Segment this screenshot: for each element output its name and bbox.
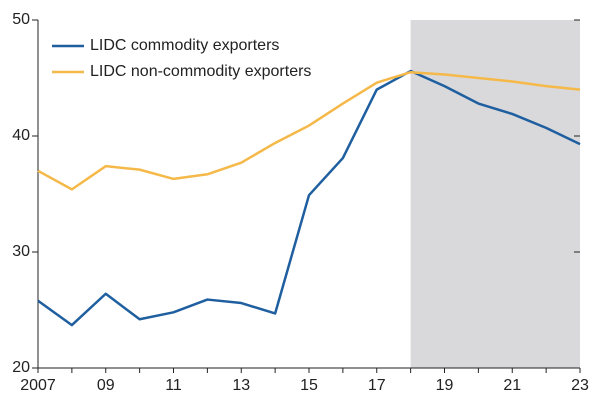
x-tick-label: 2007 bbox=[20, 377, 56, 394]
projection-shade bbox=[410, 20, 580, 368]
x-tick-label: 15 bbox=[300, 377, 318, 394]
x-tick-label: 21 bbox=[503, 377, 521, 394]
series-line bbox=[37, 70, 581, 191]
x-tick-label: 17 bbox=[368, 377, 386, 394]
x-tick-label: 19 bbox=[436, 377, 454, 394]
legend-label: LIDC non-commodity exporters bbox=[90, 63, 311, 80]
series-line bbox=[37, 69, 581, 327]
y-tick-label: 40 bbox=[12, 127, 30, 144]
x-tick-label: 23 bbox=[571, 377, 589, 394]
legend-label: LIDC commodity exporters bbox=[90, 37, 279, 54]
x-tick-label: 11 bbox=[165, 377, 182, 394]
y-tick-label: 50 bbox=[12, 11, 30, 28]
x-tick-label: 13 bbox=[232, 377, 250, 394]
y-tick-label: 30 bbox=[12, 243, 30, 260]
y-tick-label: 20 bbox=[12, 359, 30, 376]
x-tick-label: 09 bbox=[97, 377, 115, 394]
